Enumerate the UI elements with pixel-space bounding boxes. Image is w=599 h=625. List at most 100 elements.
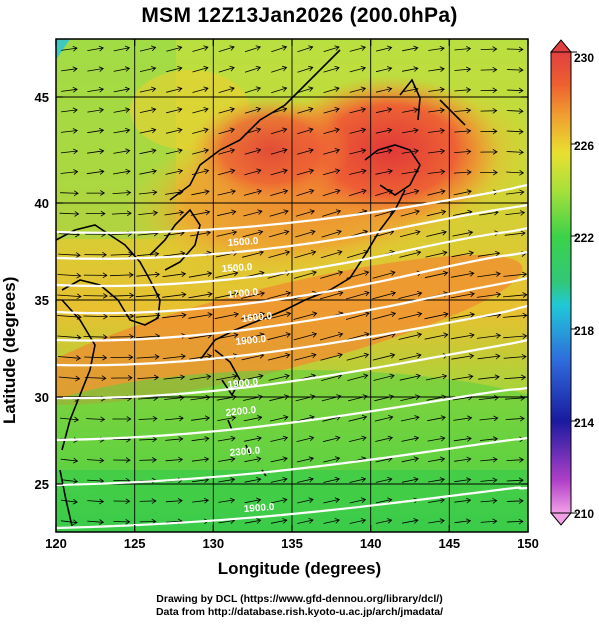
wind-arrow bbox=[373, 373, 395, 381]
x-tick-label: 150 bbox=[517, 536, 539, 551]
wind-arrow bbox=[162, 312, 187, 319]
wind-arrow bbox=[504, 230, 526, 237]
wind-arrow bbox=[87, 86, 105, 93]
wind-arrow bbox=[293, 332, 318, 341]
wind-arrow bbox=[349, 148, 367, 155]
wind-arrow bbox=[349, 168, 367, 175]
wind-arrow bbox=[86, 416, 106, 423]
wind-arrow bbox=[374, 394, 395, 402]
wind-arrow bbox=[166, 45, 183, 52]
wind-arrow bbox=[372, 270, 396, 279]
wind-arrow bbox=[270, 127, 288, 135]
x-tick-label: 145 bbox=[438, 536, 460, 551]
wind-arrow bbox=[321, 229, 342, 238]
wind-arrow bbox=[346, 332, 370, 341]
wind-arrow bbox=[139, 66, 157, 72]
x-tick-label: 120 bbox=[45, 536, 67, 551]
wind-arrow bbox=[138, 415, 158, 422]
wind-arrow bbox=[218, 45, 235, 52]
wind-arrow bbox=[348, 394, 368, 402]
wind-arrow bbox=[428, 86, 445, 93]
wind-arrow bbox=[295, 394, 316, 402]
wind-arrow bbox=[111, 375, 133, 381]
wind-arrow bbox=[375, 188, 394, 196]
wind-arrow bbox=[454, 518, 472, 525]
wind-arrow bbox=[191, 415, 211, 422]
wind-arrow bbox=[454, 46, 472, 52]
wind-arrow bbox=[190, 230, 212, 237]
wind-arrow bbox=[61, 519, 78, 526]
contour-label: 1500.0 bbox=[227, 236, 259, 249]
wind-arrow bbox=[297, 497, 314, 504]
wind-arrow bbox=[270, 518, 288, 524]
colorbar-tick-label: 230 bbox=[574, 51, 594, 65]
wind-arrow bbox=[214, 332, 239, 340]
wind-arrow bbox=[112, 189, 132, 196]
wind-arrow bbox=[427, 189, 446, 196]
wind-arrow bbox=[241, 291, 266, 299]
wind-arrow bbox=[375, 148, 393, 155]
wind-arrow bbox=[372, 352, 396, 361]
wind-arrow bbox=[188, 271, 213, 278]
wind-arrow bbox=[399, 250, 422, 258]
wind-arrow bbox=[218, 497, 236, 504]
wind-arrow bbox=[268, 250, 291, 258]
wind-arrow bbox=[135, 292, 161, 298]
contour-label: 1900.0 bbox=[243, 502, 275, 515]
wind-arrow bbox=[113, 45, 131, 52]
wind-arrow bbox=[401, 477, 419, 483]
wind-arrow bbox=[375, 497, 393, 504]
wind-arrow bbox=[293, 270, 317, 279]
wind-arrow bbox=[113, 86, 131, 93]
wind-arrow bbox=[162, 271, 187, 278]
wind-arrow bbox=[216, 394, 237, 401]
wind-arrow bbox=[398, 332, 423, 340]
wind-arrow bbox=[401, 188, 420, 196]
wind-arrow bbox=[400, 394, 421, 401]
height-contours bbox=[56, 183, 528, 530]
wind-arrow bbox=[137, 374, 160, 381]
x-tick-labels: 120 125 130 135 140 145 150 bbox=[45, 536, 539, 551]
wind-arrow bbox=[244, 127, 262, 135]
wind-arrow bbox=[323, 148, 341, 155]
wind-arrow bbox=[480, 477, 498, 484]
wind-arrow bbox=[136, 354, 160, 360]
wind-arrow bbox=[162, 353, 186, 360]
wind-arrow bbox=[270, 497, 288, 504]
wind-arrow bbox=[294, 352, 317, 361]
wind-arrow bbox=[375, 107, 393, 114]
colorbar-tick-label: 210 bbox=[574, 507, 594, 521]
wind-arrow bbox=[270, 188, 289, 196]
wind-arrow bbox=[452, 230, 474, 237]
wind-arrow bbox=[192, 127, 209, 134]
wind-arrow bbox=[163, 250, 186, 257]
wind-arrow bbox=[427, 456, 446, 463]
wind-arrow bbox=[375, 66, 393, 73]
wind-arrow bbox=[319, 290, 344, 300]
wind-arrow bbox=[450, 312, 475, 319]
wind-arrow bbox=[166, 66, 183, 73]
wind-arrow bbox=[297, 127, 314, 135]
wind-arrow bbox=[86, 190, 106, 196]
wind-arrow bbox=[402, 518, 419, 524]
wind-arrow bbox=[267, 352, 291, 361]
wind-arrow bbox=[243, 189, 263, 196]
wind-arrow bbox=[218, 456, 236, 463]
wind-arrow bbox=[191, 189, 210, 196]
wind-arrow bbox=[428, 128, 446, 134]
wind-arrow bbox=[87, 519, 105, 525]
wind-arrow bbox=[113, 168, 131, 175]
wind-arrow bbox=[506, 457, 525, 463]
wind-arrow bbox=[502, 292, 528, 298]
wind-arrow bbox=[477, 250, 501, 257]
wind-arrow bbox=[401, 456, 419, 463]
wind-arrow bbox=[401, 127, 419, 134]
wind-arrow bbox=[320, 270, 344, 279]
wind-arrow bbox=[506, 67, 524, 73]
wind-arrow bbox=[87, 107, 105, 114]
wind-arrow bbox=[398, 311, 423, 320]
wind-arrow bbox=[349, 476, 367, 483]
wind-arrow bbox=[502, 312, 528, 319]
wind-arrow bbox=[192, 45, 209, 52]
wind-arrow bbox=[244, 86, 262, 94]
